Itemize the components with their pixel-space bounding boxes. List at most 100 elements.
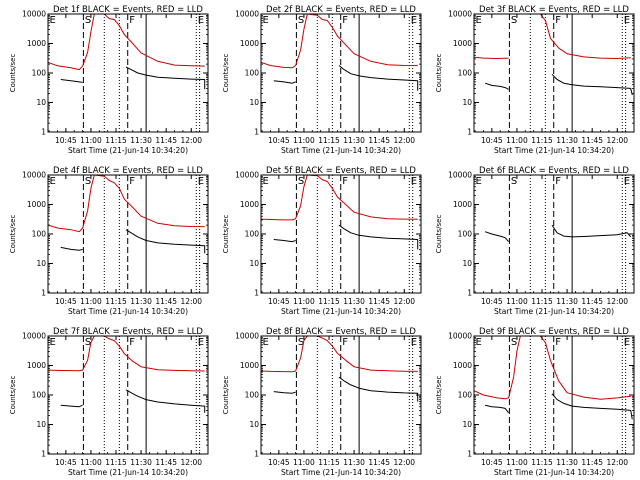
x-tick-label: 10:45: [55, 136, 77, 145]
x-tick-label: 11:30: [343, 458, 365, 467]
event-marker-label: S: [511, 15, 517, 26]
x-tick-label: 11:15: [318, 458, 340, 467]
y-tick-label: 10000: [235, 332, 259, 341]
events-series-line: [484, 82, 509, 90]
y-tick-label: 100: [32, 391, 47, 400]
y-tick-label: 1000: [453, 200, 472, 209]
x-tick-label: 10:45: [481, 297, 503, 306]
y-axis-title: Counts/sec: [435, 215, 443, 254]
y-tick-label: 10: [462, 259, 472, 268]
x-tick-label: 11:00: [80, 458, 102, 467]
x-tick-label: 10:45: [268, 297, 290, 306]
event-marker-label: E: [411, 15, 417, 26]
events-series-line: [338, 224, 419, 250]
y-axis-title: Counts/sec: [222, 54, 230, 93]
event-marker-label: E: [624, 176, 630, 187]
y-tick-label: 10: [462, 420, 472, 429]
panel-title: Det 8f BLACK = Events, RED = LLD: [266, 327, 416, 337]
events-series-line: [60, 79, 83, 83]
x-axis-title: Start Time (21-Jun-14 10:34:20): [494, 307, 614, 316]
y-tick-label: 1000: [453, 39, 472, 48]
lld-series-line: [261, 14, 418, 69]
event-marker-label: E: [50, 337, 56, 348]
panel-title: Det 9f BLACK = Events, RED = LLD: [479, 327, 629, 337]
panel-title: Det 6f BLACK = Events, RED = LLD: [479, 166, 629, 176]
x-tick-label: 10:45: [268, 136, 290, 145]
x-tick-label: 12:00: [180, 458, 202, 467]
events-series-line: [273, 391, 296, 394]
x-tick-label: 10:45: [55, 458, 77, 467]
y-tick-label: 1: [41, 289, 46, 298]
events-series-line: [125, 229, 206, 254]
x-tick-label: 11:30: [343, 136, 365, 145]
event-marker-label: E: [50, 15, 56, 26]
event-marker-label: E: [411, 337, 417, 348]
x-tick-label: 11:15: [105, 136, 127, 145]
event-marker-label: F: [342, 15, 348, 26]
x-tick-label: 12:00: [606, 136, 628, 145]
event-marker-label: F: [129, 176, 135, 187]
lld-series-line: [48, 14, 205, 71]
y-axis-title: Counts/sec: [9, 376, 17, 415]
panel-title: Det 4f BLACK = Events, RED = LLD: [53, 166, 203, 176]
x-tick-label: 11:00: [506, 136, 528, 145]
y-tick-label: 1000: [240, 200, 259, 209]
x-tick-label: 11:15: [531, 136, 553, 145]
events-series-line: [60, 404, 83, 408]
y-tick-label: 10: [249, 259, 259, 268]
y-tick-label: 10000: [22, 10, 46, 19]
x-tick-label: 11:00: [80, 297, 102, 306]
event-marker-label: F: [555, 176, 561, 187]
x-tick-label: 11:15: [318, 136, 340, 145]
event-marker-label: E: [624, 337, 630, 348]
x-tick-label: 11:45: [155, 136, 177, 145]
x-tick-label: 12:00: [393, 136, 415, 145]
y-tick-label: 100: [245, 230, 260, 239]
y-tick-label: 10000: [448, 171, 472, 180]
y-tick-label: 10000: [22, 171, 46, 180]
x-tick-label: 10:45: [481, 136, 503, 145]
x-tick-label: 10:45: [481, 458, 503, 467]
y-tick-label: 1: [467, 128, 472, 137]
events-series-line: [338, 65, 419, 91]
events-series-line: [273, 80, 296, 84]
y-tick-label: 10000: [22, 332, 46, 341]
x-axis-title: Start Time (21-Jun-14 10:34:20): [68, 307, 188, 316]
event-marker-label: F: [342, 176, 348, 187]
event-marker-label: S: [298, 15, 304, 26]
events-series-line: [338, 376, 419, 402]
x-axis-title: Start Time (21-Jun-14 10:34:20): [281, 146, 401, 155]
x-tick-label: 11:30: [343, 297, 365, 306]
x-tick-label: 11:45: [368, 297, 390, 306]
x-tick-label: 11:00: [506, 297, 528, 306]
y-tick-label: 1: [467, 289, 472, 298]
event-marker-label: S: [511, 337, 517, 348]
event-marker-label: S: [85, 15, 91, 26]
event-marker-label: S: [85, 176, 91, 187]
x-tick-label: 11:30: [556, 297, 578, 306]
event-marker-label: E: [198, 176, 204, 187]
y-tick-label: 1: [254, 450, 259, 459]
y-tick-label: 1: [254, 289, 259, 298]
x-tick-label: 11:15: [105, 297, 127, 306]
x-tick-label: 11:30: [130, 136, 152, 145]
event-marker-label: E: [263, 337, 269, 348]
y-axis-title: Counts/sec: [435, 54, 443, 93]
y-tick-label: 10: [36, 259, 46, 268]
y-tick-label: 10000: [448, 10, 472, 19]
panel-title: Det 7f BLACK = Events, RED = LLD: [53, 327, 203, 337]
x-tick-label: 10:45: [55, 297, 77, 306]
event-marker-label: S: [298, 176, 304, 187]
x-tick-label: 12:00: [180, 136, 202, 145]
y-axis-title: Counts/sec: [9, 54, 17, 93]
y-tick-label: 10: [462, 98, 472, 107]
y-tick-label: 100: [458, 391, 473, 400]
event-marker-label: E: [263, 15, 269, 26]
y-tick-label: 100: [245, 69, 260, 78]
event-marker-label: E: [476, 337, 482, 348]
y-axis-title: Counts/sec: [222, 376, 230, 415]
